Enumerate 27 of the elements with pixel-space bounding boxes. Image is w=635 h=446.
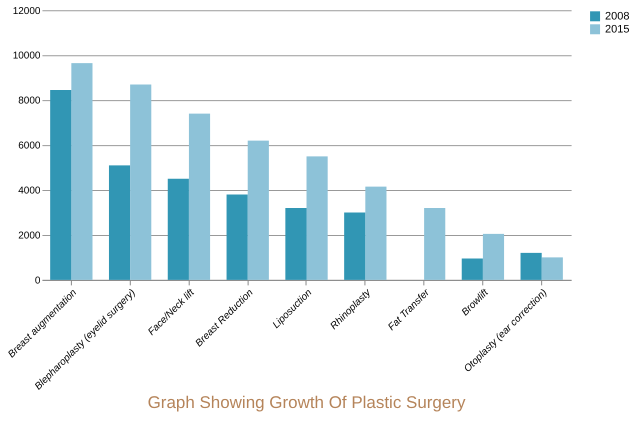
y-tick-label: 4000 (18, 186, 41, 197)
text: Graph Showing Growth Of Plastic Surgery (148, 393, 466, 412)
bar (542, 257, 563, 280)
bar (188, 114, 210, 280)
bar (248, 140, 269, 280)
bar (462, 258, 483, 280)
y-tick-label: 0 (34, 275, 41, 286)
y-tick-label: 10000 (12, 50, 41, 62)
y-tick-label: 2000 (18, 230, 41, 242)
bar (344, 212, 366, 280)
bar (482, 234, 504, 280)
bar (226, 194, 248, 280)
bar (130, 84, 152, 280)
bar (71, 63, 92, 280)
bar (108, 165, 130, 280)
bar (424, 208, 446, 280)
bar (168, 178, 189, 280)
bar (306, 156, 328, 280)
y-tick-label: 6000 (18, 140, 41, 152)
y-tick-label: 8000 (18, 96, 41, 107)
bar (50, 90, 72, 280)
bar (365, 186, 386, 280)
y-tick-label: 12000 (12, 6, 41, 17)
bar (520, 252, 542, 280)
legend-label: 2008 (605, 10, 630, 22)
bar (285, 208, 307, 280)
legend-label: 2015 (605, 23, 630, 36)
